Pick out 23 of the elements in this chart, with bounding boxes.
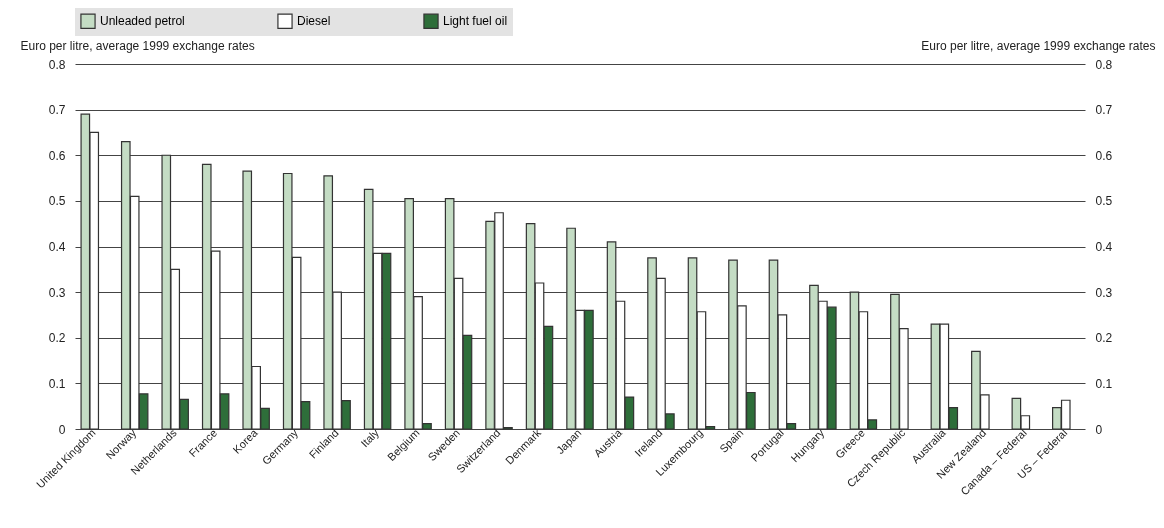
y-tick-label: 0.1 (48, 376, 66, 391)
y-tick-label: 0.6 (48, 148, 66, 163)
y2-tick-label: 0.4 (1095, 240, 1113, 254)
y-tick-label: 0.5 (48, 194, 66, 209)
y2-tick-label: 0.6 (1095, 148, 1113, 163)
y2-tick-label: 0.3 (1095, 285, 1113, 300)
y-axis-title: Euro per litre, average 1999 exchange rates (20, 38, 255, 53)
y-tick-label: 0.2 (48, 331, 66, 346)
y2-tick-label: 0.7 (1095, 103, 1113, 118)
x-tick-label: Italy (358, 426, 382, 450)
y2-tick-label: 0.5 (1095, 194, 1113, 209)
y-tick-label: 0.7 (48, 103, 66, 118)
legend-label: Unleaded petrol (100, 14, 185, 29)
y2-axis-title: Euro per litre, average 1999 exchange rates (921, 38, 1156, 53)
y-tick-label: 0.3 (48, 285, 66, 300)
y2-tick-label: 0.8 (1095, 57, 1113, 72)
y2-tick-label: 0 (1095, 422, 1103, 437)
legend-label: Diesel (297, 14, 331, 29)
y2-tick-label: 0.1 (1095, 376, 1113, 391)
y-tick-label: 0.4 (48, 240, 66, 254)
legend-label: Light fuel oil (443, 14, 508, 29)
y2-tick-label: 0.2 (1095, 331, 1113, 346)
y-tick-label: 0.8 (48, 57, 66, 72)
